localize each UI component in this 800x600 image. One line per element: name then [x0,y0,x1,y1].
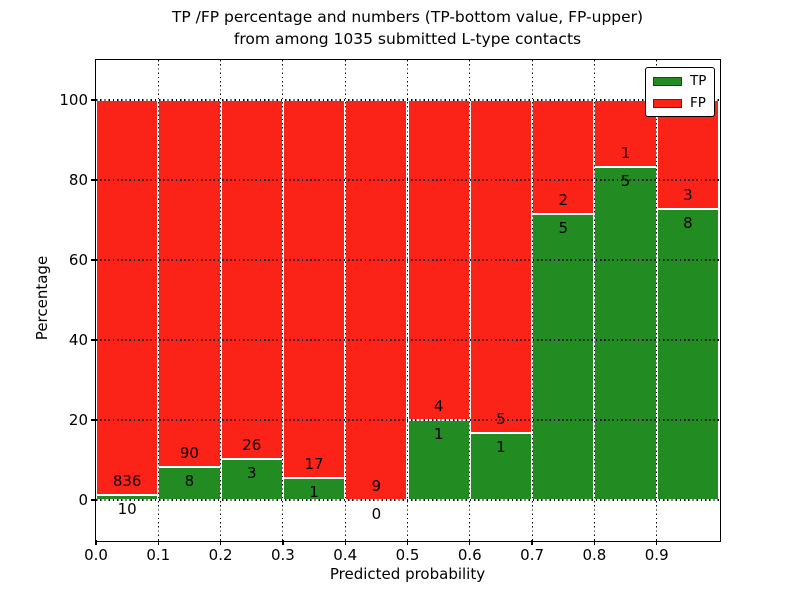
x-tick-mark [157,540,159,545]
bar-segment-fp [469,100,533,434]
bar-segment-tp [594,166,657,500]
y-tick-label: 0 [78,491,88,509]
x-tick-mark [531,540,533,545]
fp-count-label: 90 [179,444,199,463]
tp-swatch-icon [653,76,682,86]
y-tick-label: 40 [68,331,88,349]
y-tick-mark [91,259,96,261]
y-tick-mark [91,179,96,181]
y-tick-label: 100 [59,91,88,109]
fp-count-label: 836 [112,472,142,491]
x-tick-label: 0.6 [457,546,482,564]
fp-count-label: 9 [371,477,382,495]
gridline-vertical [656,60,658,540]
bar-segment-tp [532,214,595,500]
chart-title-line2: from among 1035 submitted L-type contact… [233,30,582,48]
bar-segment-fp [345,100,408,500]
x-axis-label: Predicted probability [329,565,486,583]
x-tick-mark [406,540,409,545]
y-tick-label: 80 [68,171,88,189]
y-tick-label: 20 [68,411,88,429]
x-tick-mark [344,540,346,545]
y-tick-mark [91,419,96,421]
tp-count-label: 1 [496,438,506,457]
tp-count-label: 5 [620,171,631,190]
y-tick-mark [91,99,96,101]
gridline-vertical [593,60,595,540]
legend: TP FP [645,67,715,117]
x-tick-label: 0.9 [644,546,669,564]
gridline-vertical [220,60,222,540]
chart-title: TP /FP percentage and numbers (TP-bottom… [96,6,719,50]
gridline-vertical [282,60,284,540]
fp-count-label: 5 [496,410,506,429]
x-tick-mark [469,540,471,545]
gridline-vertical [531,60,533,540]
x-tick-mark [593,540,596,545]
bar-segment-fp [96,100,159,496]
x-tick-label: 0.2 [208,546,233,564]
gridline-vertical [469,60,471,540]
fp-count-label: 1 [620,143,631,162]
fp-count-label: 4 [433,397,444,415]
bar-segment-fp [656,100,719,210]
x-tick-label: 0.8 [582,546,607,564]
fp-count-label: 3 [683,186,693,205]
x-tick-mark [95,540,97,545]
y-axis-label: Percentage [33,255,51,341]
fp-swatch-icon [653,98,682,108]
legend-label-fp: FP [690,95,706,111]
x-tick-mark [282,540,284,545]
tp-count-label: 0 [371,505,382,523]
tp-count-label: 5 [558,219,569,238]
tp-count-label: 1 [309,482,319,501]
bar-segment-tp [656,209,719,500]
tp-count-label: 10 [117,500,137,519]
tp-count-label: 8 [184,472,195,491]
bar-segment-fp [532,100,595,215]
gridline-vertical [157,60,159,540]
tp-count-label: 1 [433,425,444,443]
chart-title-line1: TP /FP percentage and numbers (TP-bottom… [171,8,644,26]
y-tick-label: 60 [68,251,88,269]
y-tick-mark [91,499,96,501]
x-tick-label: 0.1 [146,546,171,564]
x-tick-label: 0.4 [333,546,358,564]
fp-count-label: 26 [242,435,262,454]
gridline-vertical [344,60,346,540]
x-tick-label: 0.3 [270,546,295,564]
x-tick-label: 0.7 [520,546,545,564]
fp-count-label: 2 [558,191,569,210]
x-tick-mark [656,540,658,545]
gridline-vertical [406,60,409,540]
x-tick-label: 0.0 [84,546,108,564]
legend-label-tp: TP [690,73,707,89]
x-tick-mark [219,540,222,545]
y-tick-mark [91,339,96,341]
legend-item-fp: FP [653,96,707,110]
tp-count-label: 3 [246,463,257,482]
fp-count-label: 17 [304,454,324,473]
bar-segment-fp [158,100,221,468]
bar-segment-fp [282,100,346,478]
bar-segment-fp [220,100,283,459]
legend-item-tp: TP [653,74,707,88]
x-tick-label: 0.5 [395,546,420,564]
tp-count-label: 8 [683,214,693,233]
